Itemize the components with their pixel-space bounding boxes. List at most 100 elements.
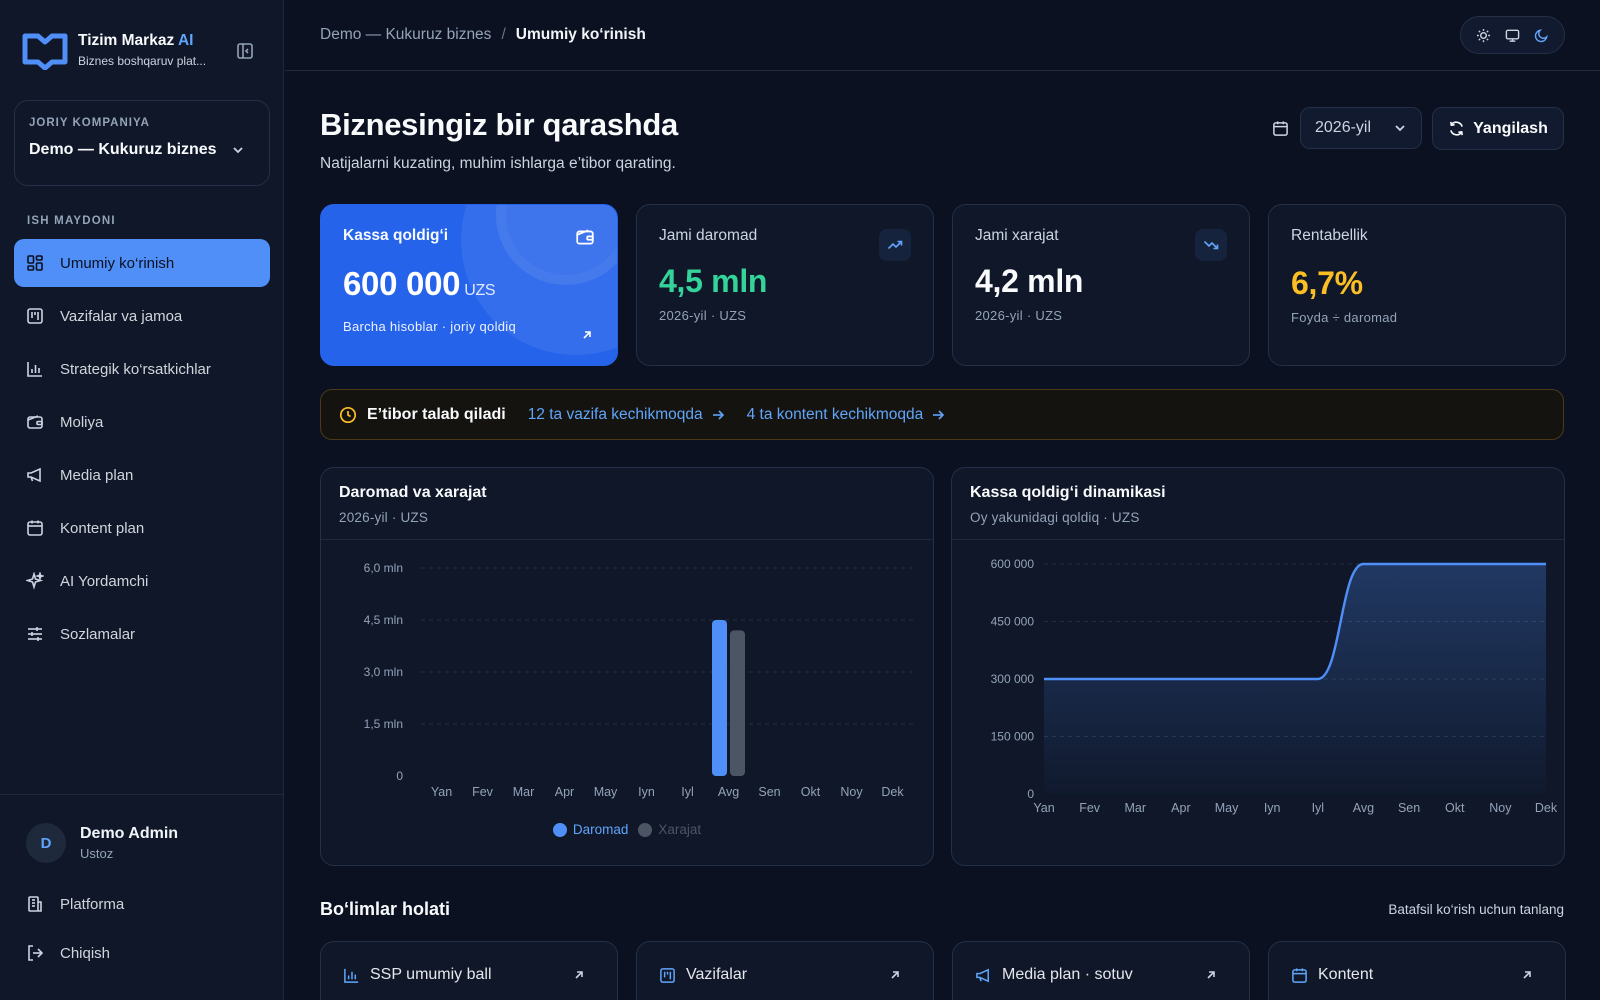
user-role: Ustoz: [80, 846, 114, 861]
section-card-ssp[interactable]: SSP umumiy ball: [320, 941, 618, 1000]
cash-dynamics-area-chart: 0 150 000 300 000 450 000 600 000 Yan Fev Mar Ap…: [991, 557, 1558, 815]
x-tick-label: Apr: [555, 785, 574, 799]
x-tick-label: Apr: [1171, 801, 1190, 815]
x-tick-label: May: [594, 785, 618, 799]
legend-dot: [552, 822, 567, 837]
income-expense-bar-chart: 0 1,5 mln 3,0 mln 4,5 mln 6,0 mln Yan Fev Mar Ap…: [364, 561, 913, 799]
section-card-content[interactable]: Kontent: [1268, 941, 1566, 1000]
kanban-icon: [659, 967, 676, 984]
brand-title: Tizim Markaz AI: [78, 32, 194, 49]
dashboard-icon: [26, 254, 46, 272]
income-expense-panel: Daromad va xarajat 2026-yil · UZS 0 1,5 m…: [320, 467, 934, 866]
x-tick-label: Noy: [840, 785, 863, 799]
legend-expense[interactable]: Xarajat: [638, 822, 701, 837]
y-tick-label: 600 000: [991, 557, 1035, 571]
sidebar-item-content-plan[interactable]: Kontent plan: [14, 504, 270, 552]
sidebar-item-settings[interactable]: Sozlamalar: [14, 610, 270, 658]
sidebar-item-tasks[interactable]: Vazifalar va jamoa: [14, 292, 270, 340]
legend-label: Daromad: [572, 822, 629, 837]
kpi-value: 6,7%: [1291, 265, 1363, 301]
logout-button[interactable]: Chiqish: [14, 930, 270, 976]
bar-daromad: [712, 620, 727, 776]
sidebar-nav: Umumiy ko‘rinish Vazifalar va jamoa Stra…: [14, 239, 270, 663]
sidebar-item-platform[interactable]: Platforma: [14, 881, 270, 927]
section-card-label: Kontent: [1318, 966, 1374, 983]
arrow-up-right-icon: [573, 969, 585, 981]
x-tick-label: Mar: [1125, 801, 1147, 815]
legend-income[interactable]: Daromad: [552, 822, 629, 837]
section-card-label: Media plan · sotuv: [1002, 966, 1133, 983]
clock-icon: [339, 406, 357, 424]
logout-icon: [26, 944, 46, 962]
sidebar-item-finance[interactable]: Moliya: [14, 398, 270, 446]
overdue-tasks-link[interactable]: 12 ta vazifa kechikmoqda: [528, 406, 725, 424]
sidebar-item-media-plan[interactable]: Media plan: [14, 451, 270, 499]
collapse-sidebar-icon[interactable]: [236, 42, 254, 60]
x-tick-label: Noy: [1489, 801, 1512, 815]
x-tick-label: Sen: [758, 785, 780, 799]
sidebar-item-label: Umumiy ko‘rinish: [60, 254, 175, 272]
kpi-value: 600 000: [343, 265, 461, 302]
sections-title: Bo‘limlar holati: [320, 899, 451, 919]
user-name: Demo Admin: [80, 825, 179, 842]
x-tick-label: Fev: [1079, 801, 1101, 815]
user-profile[interactable]: D Demo Admin Ustoz: [26, 823, 178, 863]
y-tick-label: 450 000: [991, 615, 1035, 629]
section-card-tasks[interactable]: Vazifalar: [636, 941, 934, 1000]
kpi-meta: Barcha hisoblar · joriy qoldiq: [343, 319, 517, 334]
sections-hint: Batafsil ko‘rish uchun tanlang: [1388, 902, 1564, 917]
sidebar-item-overview[interactable]: Umumiy ko‘rinish: [14, 239, 270, 287]
calendar-icon: [1291, 967, 1308, 984]
x-tick-label: Iyn: [638, 785, 655, 799]
book-logo-icon: [22, 30, 68, 70]
sidebar-item-label: Chiqish: [60, 944, 111, 962]
company-label: JORIY KOMPANIYA: [29, 117, 150, 129]
x-tick-label: Dek: [881, 785, 904, 799]
refresh-button[interactable]: Yangilash: [1432, 107, 1564, 150]
panel-subtitle: Oy yakunidagi qoldiq · UZS: [970, 510, 1140, 525]
sidebar-item-strategic[interactable]: Strategik ko‘rsatkichlar: [14, 345, 270, 393]
panel-title: Kassa qoldig‘i dinamikasi: [970, 484, 1166, 501]
overdue-content-link[interactable]: 4 ta kontent kechikmoqda: [747, 406, 946, 424]
series-line: [1044, 562, 1546, 681]
brand[interactable]: Tizim Markaz AI Biznes boshqaruv plat...: [22, 30, 262, 70]
sidebar-item-label: Kontent plan: [60, 519, 145, 537]
monitor-icon[interactable]: [1505, 28, 1520, 43]
section-card-label: Vazifalar: [686, 966, 748, 983]
panel-subtitle: 2026-yil · UZS: [339, 510, 429, 525]
y-tick-label: 300 000: [991, 672, 1035, 686]
breadcrumb-current: Umumiy ko‘rinish: [515, 26, 646, 43]
megaphone-icon: [26, 466, 46, 484]
arrow-right-icon: [931, 408, 945, 422]
year-select[interactable]: 2026-yil: [1300, 107, 1422, 149]
arrow-up-right-icon: [1205, 969, 1217, 981]
sidebar-item-ai-assistant[interactable]: AI Yordamchi: [14, 557, 270, 605]
x-tick-label: May: [1215, 801, 1239, 815]
y-tick-label: 0: [1027, 787, 1034, 801]
kpi-cash-balance[interactable]: Kassa qoldig‘i 600 000 UZS Barcha hisobla…: [320, 204, 618, 366]
topbar: Demo — Kukuruz biznes / Umumiy ko‘rinish: [285, 0, 1600, 71]
calendar-icon: [26, 519, 46, 537]
sliders-icon: [26, 625, 46, 643]
breadcrumb-parent[interactable]: Demo — Kukuruz biznes: [320, 26, 492, 43]
y-tick-label: 6,0 mln: [364, 561, 403, 575]
theme-switcher: [1460, 16, 1565, 54]
trend-down-icon: [1195, 229, 1227, 261]
company-switcher[interactable]: JORIY KOMPANIYA Demo — Kukuruz biznes: [14, 100, 270, 186]
moon-icon[interactable]: [1534, 28, 1549, 43]
chevron-down-icon: [231, 143, 245, 157]
kpi-profitability[interactable]: Rentabellik 6,7% Foyda ÷ daromad: [1268, 204, 1566, 366]
sun-icon[interactable]: [1476, 28, 1491, 43]
wallet-icon: [575, 227, 595, 247]
workspace-section-label: ISH MAYDONI: [27, 215, 116, 227]
y-tick-label: 150 000: [991, 730, 1035, 744]
kpi-total-income[interactable]: Jami daromad 4,5 mln 2026-yil · UZS: [636, 204, 934, 366]
sidebar: Tizim Markaz AI Biznes boshqaruv plat...…: [0, 0, 284, 1000]
breadcrumb-separator: /: [501, 26, 506, 43]
bar-chart-icon: [26, 360, 46, 378]
kpi-total-expense[interactable]: Jami xarajat 4,2 mln 2026-yil · UZS: [952, 204, 1250, 366]
section-card-media-plan[interactable]: Media plan · sotuv: [952, 941, 1250, 1000]
x-tick-label: Avg: [1353, 801, 1374, 815]
y-tick-label: 3,0 mln: [364, 665, 403, 679]
kpi-unit: UZS: [464, 282, 496, 299]
